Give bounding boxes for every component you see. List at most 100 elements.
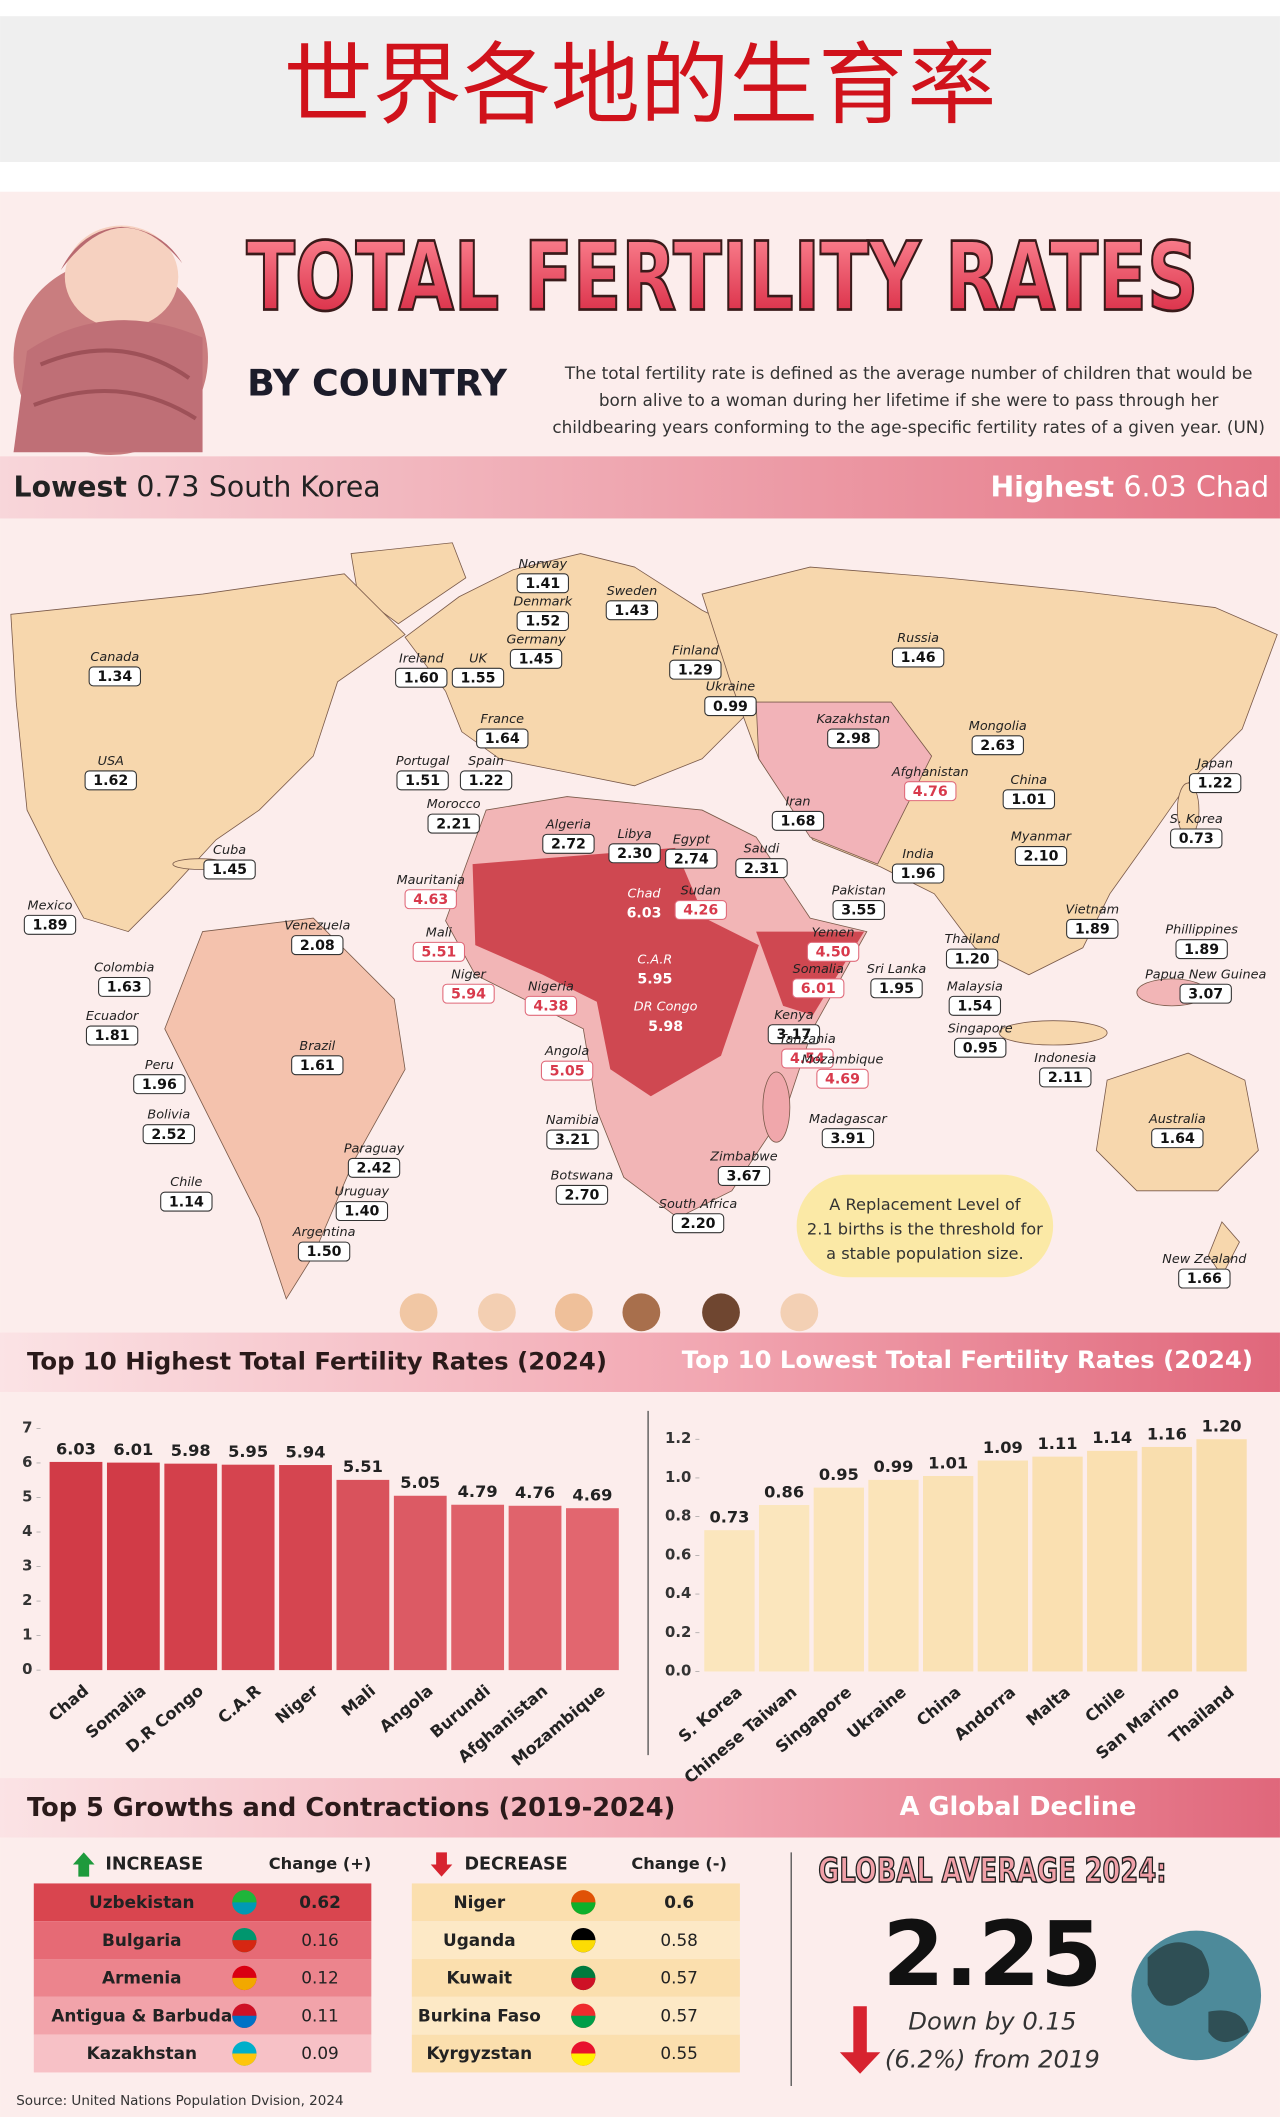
country-name: Uruguay — [335, 1185, 390, 1200]
bar — [1032, 1456, 1083, 1672]
value-box — [459, 770, 513, 791]
bar — [451, 1504, 505, 1671]
country-name: Egypt — [673, 832, 711, 847]
section-title: Top 5 Growths and Contractions (2019-202… — [27, 1793, 675, 1823]
country-value: 1.66 — [1187, 1271, 1222, 1287]
value-label: 4.79 — [458, 1482, 498, 1501]
replacement-note: a stable population size. — [826, 1244, 1023, 1263]
country-value: 6.03 — [627, 905, 662, 921]
country-name: South Africa — [659, 1197, 737, 1212]
country-name: Cuba — [213, 843, 246, 858]
y-tick-label: 0.6 — [665, 1545, 691, 1563]
value-box — [396, 770, 449, 791]
country-name: Germany — [506, 632, 566, 647]
country-name: Bolivia — [147, 1108, 190, 1123]
value-label: 1.14 — [1092, 1428, 1132, 1447]
country-value: 0.73 — [1179, 831, 1214, 847]
bar — [393, 1495, 447, 1671]
country-name: Tanzania — [779, 1032, 836, 1047]
country-value: 4.63 — [413, 892, 448, 908]
country-value: 2.72 — [551, 837, 586, 853]
country-name: DR Congo — [634, 1000, 698, 1015]
country-value: 1.96 — [901, 866, 936, 882]
country-value: 1.89 — [1184, 942, 1219, 958]
country-name: France — [481, 712, 525, 727]
value-box — [669, 659, 722, 680]
country-name: Saudi — [744, 842, 780, 857]
country-name: Uzbekistan — [89, 1892, 194, 1912]
country-name: Spain — [468, 754, 504, 769]
children-illustration — [399, 1293, 819, 1332]
table-heading: Change (-) — [631, 1854, 727, 1873]
country-value: 3.17 — [776, 1027, 811, 1043]
value-label: 1.01 — [928, 1453, 968, 1472]
value-box — [1179, 983, 1232, 1004]
country-name: Japan — [1194, 757, 1233, 772]
y-tick-label: 0.2 — [665, 1623, 691, 1641]
value-label: 4.76 — [515, 1483, 555, 1502]
country-name: Libya — [617, 827, 651, 842]
country-value: 1.20 — [955, 951, 990, 967]
country-value: 1.55 — [461, 670, 496, 686]
replacement-note: A Replacement Level of — [829, 1195, 1021, 1214]
table-row — [33, 1921, 372, 1960]
global-label: GLOBAL AVERAGE 2024: — [818, 1851, 1166, 1890]
country-value: 2.42 — [357, 1161, 392, 1177]
value-label: 6.01 — [113, 1440, 153, 1459]
change-value: 0.11 — [301, 2005, 339, 2025]
y-tick-label: 1.0 — [665, 1468, 691, 1486]
country-name: Canada — [90, 650, 139, 665]
bar — [508, 1505, 562, 1671]
country-name: Sri Lanka — [867, 962, 926, 977]
change-value: 0.09 — [301, 2043, 339, 2063]
value-box — [1188, 773, 1242, 794]
y-tick-label: 1.2 — [665, 1429, 691, 1447]
bar — [1141, 1446, 1193, 1672]
bar — [923, 1476, 974, 1672]
value-box — [395, 667, 448, 688]
country-name: Norway — [518, 557, 567, 572]
country-value: 4.76 — [913, 784, 948, 800]
country-name: Ukraine — [706, 680, 756, 695]
country-name: Pakistan — [832, 884, 886, 899]
highest-country: Chad — [1196, 471, 1269, 504]
country-name: Kenya — [774, 1008, 813, 1023]
country-value: 2.10 — [1024, 849, 1059, 865]
country-value: 4.50 — [816, 945, 851, 961]
country-name: Namibia — [546, 1113, 599, 1128]
country-value: 1.63 — [107, 980, 142, 996]
value-box — [948, 995, 1002, 1016]
table-row — [33, 1883, 372, 1922]
change-value: 0.62 — [299, 1892, 341, 1912]
country-name: Uganda — [443, 1930, 516, 1950]
country-value: 1.61 — [300, 1058, 335, 1074]
value-box — [1066, 918, 1119, 939]
value-box — [832, 899, 885, 920]
country-value: 1.22 — [469, 773, 504, 789]
country-name: Kazakhstan — [817, 712, 891, 727]
country-name: Zimbabwe — [709, 1150, 777, 1165]
country-name: Sudan — [681, 884, 721, 899]
country-name: Mexico — [28, 898, 73, 913]
country-name: Armenia — [102, 1968, 182, 1988]
value-box — [1039, 1067, 1092, 1088]
country-value: 3.67 — [726, 1169, 761, 1185]
value-box — [88, 666, 141, 687]
y-tick-label: 3 — [22, 1557, 32, 1575]
value-label: 4.69 — [572, 1486, 612, 1505]
country-value: 0.95 — [963, 1040, 998, 1056]
flag — [571, 1977, 596, 1991]
value-box — [335, 1201, 389, 1222]
hero-description: childbearing years conforming to the age… — [552, 417, 1265, 437]
change-value: 0.55 — [660, 2043, 698, 2063]
value-box — [509, 648, 563, 669]
value-box — [704, 696, 757, 717]
highest-value: 6.03 — [1123, 471, 1186, 504]
country-value: 1.43 — [614, 603, 649, 619]
country-value: 1.81 — [95, 1028, 130, 1044]
country-name: Australia — [1148, 1112, 1206, 1127]
value-box — [1178, 1268, 1231, 1289]
country-value: 3.55 — [841, 903, 876, 919]
country-name: USA — [98, 754, 124, 769]
